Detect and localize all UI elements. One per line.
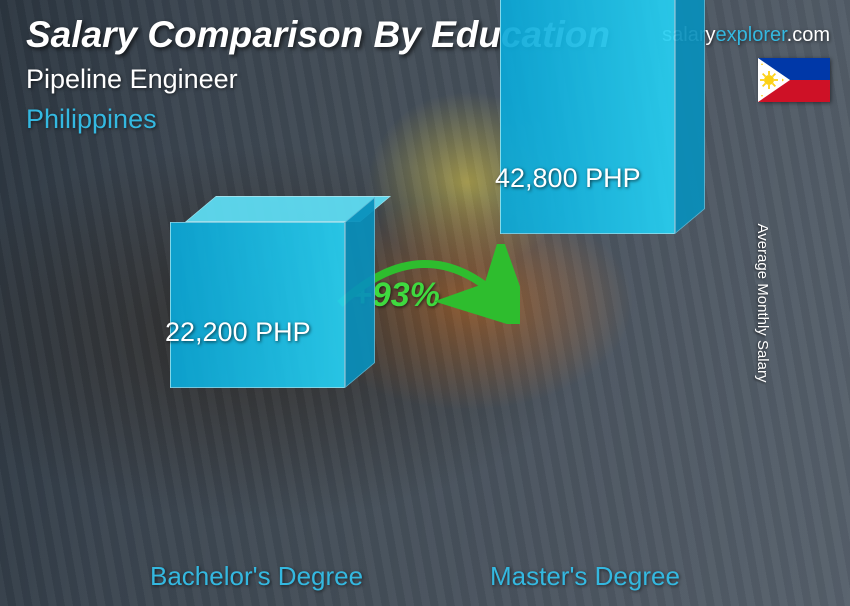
value-label-bachelors: 22,200 PHP xyxy=(165,317,311,348)
category-label-masters: Master's Degree xyxy=(490,561,680,592)
brand-suffix: .com xyxy=(787,24,830,46)
bar-bachelors xyxy=(170,388,345,554)
philippines-flag-icon xyxy=(758,58,830,102)
bar-side-face xyxy=(675,0,705,234)
bar-masters xyxy=(500,234,675,554)
bar-front-face xyxy=(170,222,345,388)
brand-accent: explorer xyxy=(716,24,787,46)
bar-chart: +93% 22,200 PHP Bachelor's Degree 42,800… xyxy=(0,126,850,606)
category-label-bachelors: Bachelor's Degree xyxy=(150,561,363,592)
value-label-masters: 42,800 PHP xyxy=(495,163,641,194)
bar-side-face xyxy=(345,197,375,388)
chart-subtitle: Pipeline Engineer xyxy=(26,64,238,95)
bar-front-face xyxy=(500,0,675,234)
